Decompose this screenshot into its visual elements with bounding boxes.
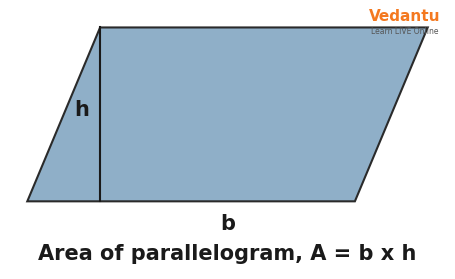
Text: Area of parallelogram, A = b x h: Area of parallelogram, A = b x h <box>38 244 417 264</box>
Text: Vedantu: Vedantu <box>369 9 441 24</box>
Text: Learn LIVE Online: Learn LIVE Online <box>371 27 439 37</box>
Text: b: b <box>220 214 235 234</box>
Text: h: h <box>75 100 89 120</box>
Polygon shape <box>27 27 428 201</box>
